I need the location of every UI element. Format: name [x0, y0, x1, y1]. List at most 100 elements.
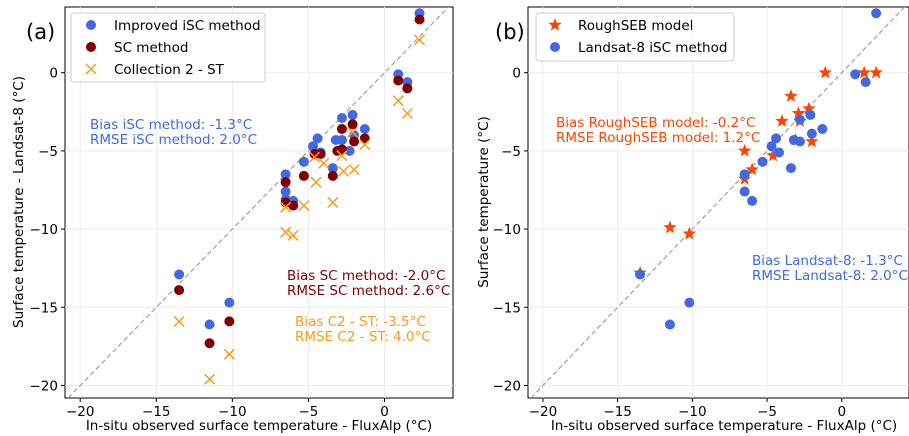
point-improved-isc-method: [327, 163, 338, 174]
point-collection-2-st: [298, 200, 310, 212]
x-tick-label: −5: [298, 404, 318, 420]
point-sc-method: [402, 83, 413, 94]
annotation-sc-bias: Bias SC method: -2.0°C: [287, 268, 445, 284]
legend-b: RoughSEB model Landsat-8 iSC method: [535, 12, 735, 62]
point-collection-2-st: [318, 157, 330, 169]
point-landsat-8-isc-method: [774, 147, 785, 158]
point-sc-method: [336, 123, 347, 134]
point-landsat-8-isc-method: [635, 269, 646, 280]
point-collection-2-st: [401, 107, 413, 119]
point-improved-isc-method: [312, 133, 323, 144]
x-tick-label: −5: [757, 404, 777, 420]
point-roughseb-model: [791, 106, 806, 120]
x-tick-label: 0: [380, 404, 389, 420]
point-collection-2-st: [348, 164, 360, 176]
point-collection-2-st: [204, 373, 216, 385]
legend-marker-sc: [86, 42, 96, 52]
marks-b: [633, 8, 883, 330]
point-roughseb-model: [818, 65, 832, 79]
annotation-c2-bias: Bias C2 - ST: -3.5°C: [295, 314, 426, 330]
point-improved-isc-method: [336, 134, 347, 145]
point-landsat-8-isc-method: [871, 8, 882, 19]
point-sc-method: [327, 170, 338, 181]
ticks-a: −20 −15 −10 −5 0 −20 −15 −10 −5 0: [30, 66, 389, 420]
legend-label-landsat-isc: Landsat-8 iSC method: [578, 40, 727, 56]
point-sc-method: [359, 133, 370, 144]
point-collection-2-st: [336, 150, 348, 162]
annotation-landsat-bias: Bias Landsat-8: -1.3°C: [752, 253, 903, 269]
point-sc-method: [393, 75, 404, 86]
point-landsat-8-isc-method: [860, 77, 871, 88]
point-collection-2-st: [359, 139, 371, 151]
point-landsat-8-isc-method: [850, 69, 861, 80]
point-collection-2-st: [280, 226, 292, 238]
legend-label-improved-isc: Improved iSC method: [114, 18, 261, 34]
marks-a: [173, 8, 426, 385]
y-tick-label: −10: [30, 222, 59, 238]
point-landsat-8-isc-method: [664, 319, 675, 330]
point-landsat-8-isc-method: [739, 169, 750, 180]
point-landsat-8-isc-method: [684, 297, 695, 308]
annotation-isc-bias: Bias iSC method: -1.3°C: [90, 117, 252, 133]
point-improved-isc-method: [298, 156, 309, 167]
point-landsat-8-isc-method: [817, 123, 828, 134]
point-collection-2-st: [327, 196, 339, 209]
point-improved-isc-method: [347, 109, 358, 120]
x-axis-label-b: In-situ observed surface temperature - F…: [551, 418, 897, 434]
x-tick-label: 0: [837, 404, 846, 420]
point-sc-method: [224, 316, 235, 327]
point-improved-isc-method: [336, 113, 347, 124]
point-collection-2-st: [309, 151, 321, 163]
point-improved-isc-method: [204, 319, 215, 330]
point-collection-2-st: [392, 95, 404, 107]
point-roughseb-model: [784, 89, 798, 102]
y-tick-label: −10: [493, 222, 522, 238]
legend-marker-c2-st: [85, 63, 97, 75]
point-landsat-8-isc-method: [747, 195, 758, 206]
annotation-isc-rmse: RMSE iSC method: 2.0°C: [90, 132, 257, 148]
legend-a: Improved iSC method SC method Collection…: [70, 12, 266, 83]
one-to-one-line-a: [67, 6, 449, 399]
x-tick-label: −15: [142, 404, 171, 420]
point-collection-2-st: [280, 201, 292, 213]
annotation-roughseb-rmse: RMSE RoughSEB model: 1.2°C: [556, 130, 760, 146]
point-collection-2-st: [310, 176, 322, 188]
y-tick-label: −20: [493, 378, 522, 394]
point-sc-method: [174, 285, 185, 296]
point-improved-isc-method: [280, 169, 291, 180]
y-tick-label: −5: [501, 144, 521, 160]
point-collection-2-st: [173, 315, 185, 327]
legend-box-a: [70, 12, 266, 83]
point-improved-isc-method: [280, 186, 291, 197]
point-roughseb-model: [682, 226, 697, 240]
point-roughseb-model: [805, 134, 819, 148]
point-sc-method: [298, 170, 309, 181]
point-roughseb-model: [857, 65, 871, 79]
point-roughseb-model: [745, 162, 759, 176]
annotation-c2-rmse: RMSE C2 - ST: 4.0°C: [295, 329, 431, 345]
point-roughseb-model: [869, 65, 883, 79]
point-landsat-8-isc-method: [794, 114, 805, 125]
point-landsat-8-isc-method: [785, 163, 796, 174]
point-landsat-8-isc-method: [806, 128, 817, 139]
point-roughseb-model: [766, 148, 780, 162]
panel-b: −20 −15 −10 −5 0 −20 −15 −10 −5 0 (b) In-situ obs…: [476, 6, 909, 434]
y-tick-label: 0: [49, 66, 58, 82]
y-axis-label-b: Surface temperature (°C): [476, 116, 492, 288]
point-improved-isc-method: [224, 297, 235, 308]
annotation-sc-rmse: RMSE SC method: 2.6°C: [287, 283, 450, 299]
y-tick-label: −20: [30, 378, 59, 394]
point-sc-method: [347, 119, 358, 130]
ticks-b: −20 −15 −10 −5 0 −20 −15 −10 −5 0: [493, 66, 847, 420]
y-tick-label: −15: [30, 300, 59, 316]
point-improved-isc-method: [174, 269, 185, 280]
x-tick-label: −20: [66, 404, 95, 420]
legend-label-roughseb: RoughSEB model: [578, 18, 693, 34]
point-roughseb-model: [663, 220, 677, 234]
point-sc-method: [336, 144, 347, 155]
y-tick-label: −5: [38, 144, 58, 160]
point-collection-2-st: [347, 126, 359, 138]
legend-label-sc: SC method: [114, 40, 188, 56]
x-tick-label: −10: [218, 404, 247, 420]
y-axis-label-a: Surface temperature - Landsat-8 (°C): [11, 76, 27, 328]
